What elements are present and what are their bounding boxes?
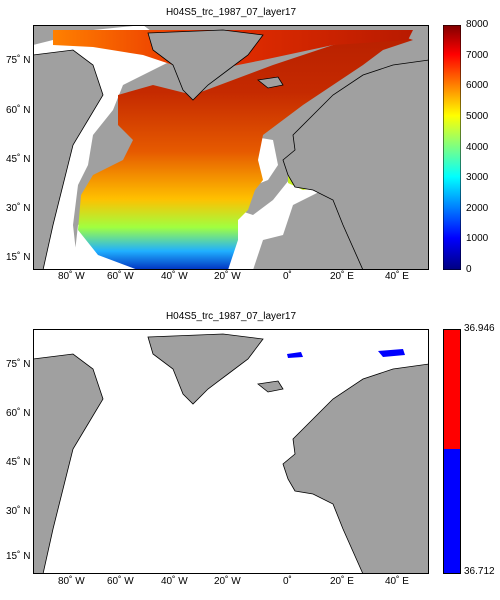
- lon-tick: 80˚ W: [58, 576, 85, 587]
- blue-patch: [287, 352, 303, 358]
- colorbar-tick-label: 6000: [466, 80, 489, 92]
- map-frame: [33, 25, 429, 270]
- lon-tick: 40˚ W: [161, 576, 188, 587]
- lat-tick: 60˚ N: [6, 105, 31, 116]
- map-frame: [33, 329, 429, 574]
- colorbar-jet: [443, 25, 461, 270]
- iceland: [257, 380, 284, 393]
- tracer-concentration-map: [33, 25, 429, 270]
- colorbar-tick-label: 1000: [466, 233, 489, 245]
- north-america: [33, 353, 104, 574]
- map-title: H04S5_trc_1987_07_layer17: [165, 7, 297, 18]
- greenland: [147, 29, 264, 101]
- lon-tick: 60˚ W: [107, 576, 134, 587]
- lon-tick: 80˚ W: [58, 271, 85, 282]
- blue-patch: [378, 349, 405, 357]
- lat-tick: 75˚ N: [6, 359, 31, 370]
- greenland: [147, 333, 264, 405]
- lat-tick: 15˚ N: [6, 551, 31, 562]
- iceland: [257, 76, 284, 89]
- colorbar-tick-label: 0: [466, 264, 472, 275]
- map-title: H04S5_trc_1987_07_layer17: [165, 311, 297, 322]
- tracer-field-atlantic: [78, 33, 413, 270]
- lon-tick: 60˚ W: [107, 271, 134, 282]
- lon-tick: 40˚ W: [161, 271, 188, 282]
- lon-tick: 40˚ E: [385, 576, 409, 587]
- lon-tick: 20˚ W: [214, 576, 241, 587]
- lon-tick: 20˚ W: [214, 271, 241, 282]
- colorbar-two-color: [443, 329, 461, 574]
- colorbar-tick-label: 3000: [466, 172, 489, 184]
- lat-tick: 75˚ N: [6, 55, 31, 66]
- lon-tick: 0˚: [283, 271, 292, 282]
- colorbar-max-label: 36.946: [464, 323, 495, 334]
- lat-tick: 30˚ N: [6, 506, 31, 517]
- colorbar-tick-label: 4000: [466, 141, 489, 153]
- lon-tick: 20˚ E: [330, 576, 354, 587]
- lat-tick: 15˚ N: [6, 252, 31, 263]
- tracer-difference-map: [33, 329, 429, 574]
- colorbar-tick-label: 5000: [466, 110, 489, 122]
- lat-tick: 45˚ N: [6, 154, 31, 165]
- lat-tick: 30˚ N: [6, 203, 31, 214]
- europe-africa: [282, 59, 429, 270]
- colorbar-tick-label: 8000: [466, 19, 489, 30]
- lon-tick: 0˚: [283, 576, 292, 587]
- lat-tick: 45˚ N: [6, 457, 31, 468]
- europe-africa: [282, 363, 429, 574]
- lon-tick: 40˚ E: [385, 271, 409, 282]
- north-america: [33, 49, 104, 270]
- colorbar-tick-label: 2000: [466, 202, 489, 214]
- colorbar-min-label: 36.712: [464, 566, 495, 577]
- lon-tick: 20˚ E: [330, 271, 354, 282]
- colorbar-tick-label: 7000: [466, 49, 489, 61]
- lat-tick: 60˚ N: [6, 408, 31, 419]
